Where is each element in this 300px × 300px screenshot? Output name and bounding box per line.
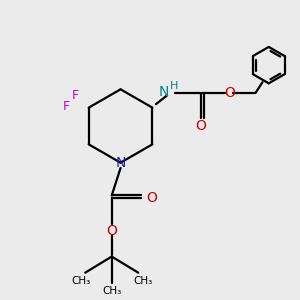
Text: N: N [158,85,169,98]
Text: O: O [196,119,206,133]
Text: CH₃: CH₃ [102,286,121,296]
Text: N: N [116,156,126,170]
Text: O: O [106,224,117,238]
Text: H: H [170,81,178,91]
Text: CH₃: CH₃ [71,276,90,286]
Text: O: O [224,86,235,100]
Text: CH₃: CH₃ [133,276,152,286]
Text: F: F [72,89,79,102]
Text: O: O [146,191,157,205]
Text: F: F [63,100,70,113]
